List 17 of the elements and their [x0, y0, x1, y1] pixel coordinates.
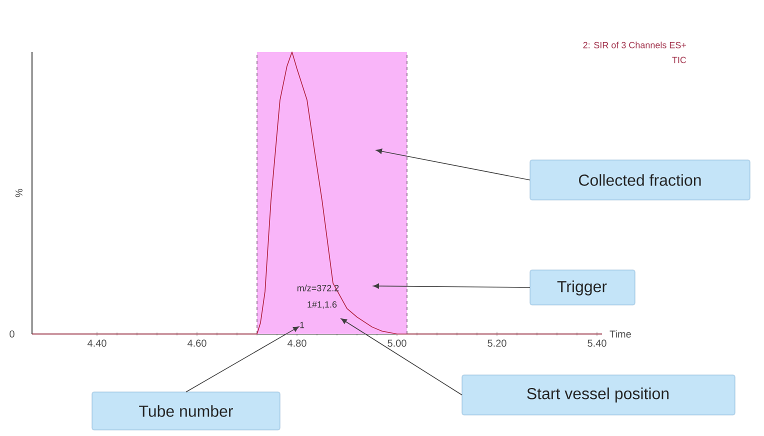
x-tick-label: 4.80 [288, 340, 306, 347]
x-tick-label: 5.20 [488, 340, 506, 347]
text: 0 [10, 330, 14, 338]
x-tick-label: 4.40 [88, 340, 106, 347]
text: TIC [672, 56, 686, 64]
text: 2: SIR of 3 Channels ES+ [583, 42, 686, 48]
annotation: Trigger [557, 280, 607, 296]
x-axis-title: Time [610, 330, 631, 338]
x-tick-label: 5.00 [388, 340, 406, 347]
y-axis-title: % [15, 188, 22, 198]
x-tick-label: 4.60 [188, 340, 206, 347]
annotation: 1 [300, 322, 304, 328]
annotation: Collected fraction [579, 174, 701, 186]
text: Tube number [139, 405, 233, 417]
x-tick-label: 5.40 [588, 340, 606, 347]
annotation: 1#1,1.6 [308, 301, 337, 309]
text: Start vessel position [527, 388, 669, 402]
